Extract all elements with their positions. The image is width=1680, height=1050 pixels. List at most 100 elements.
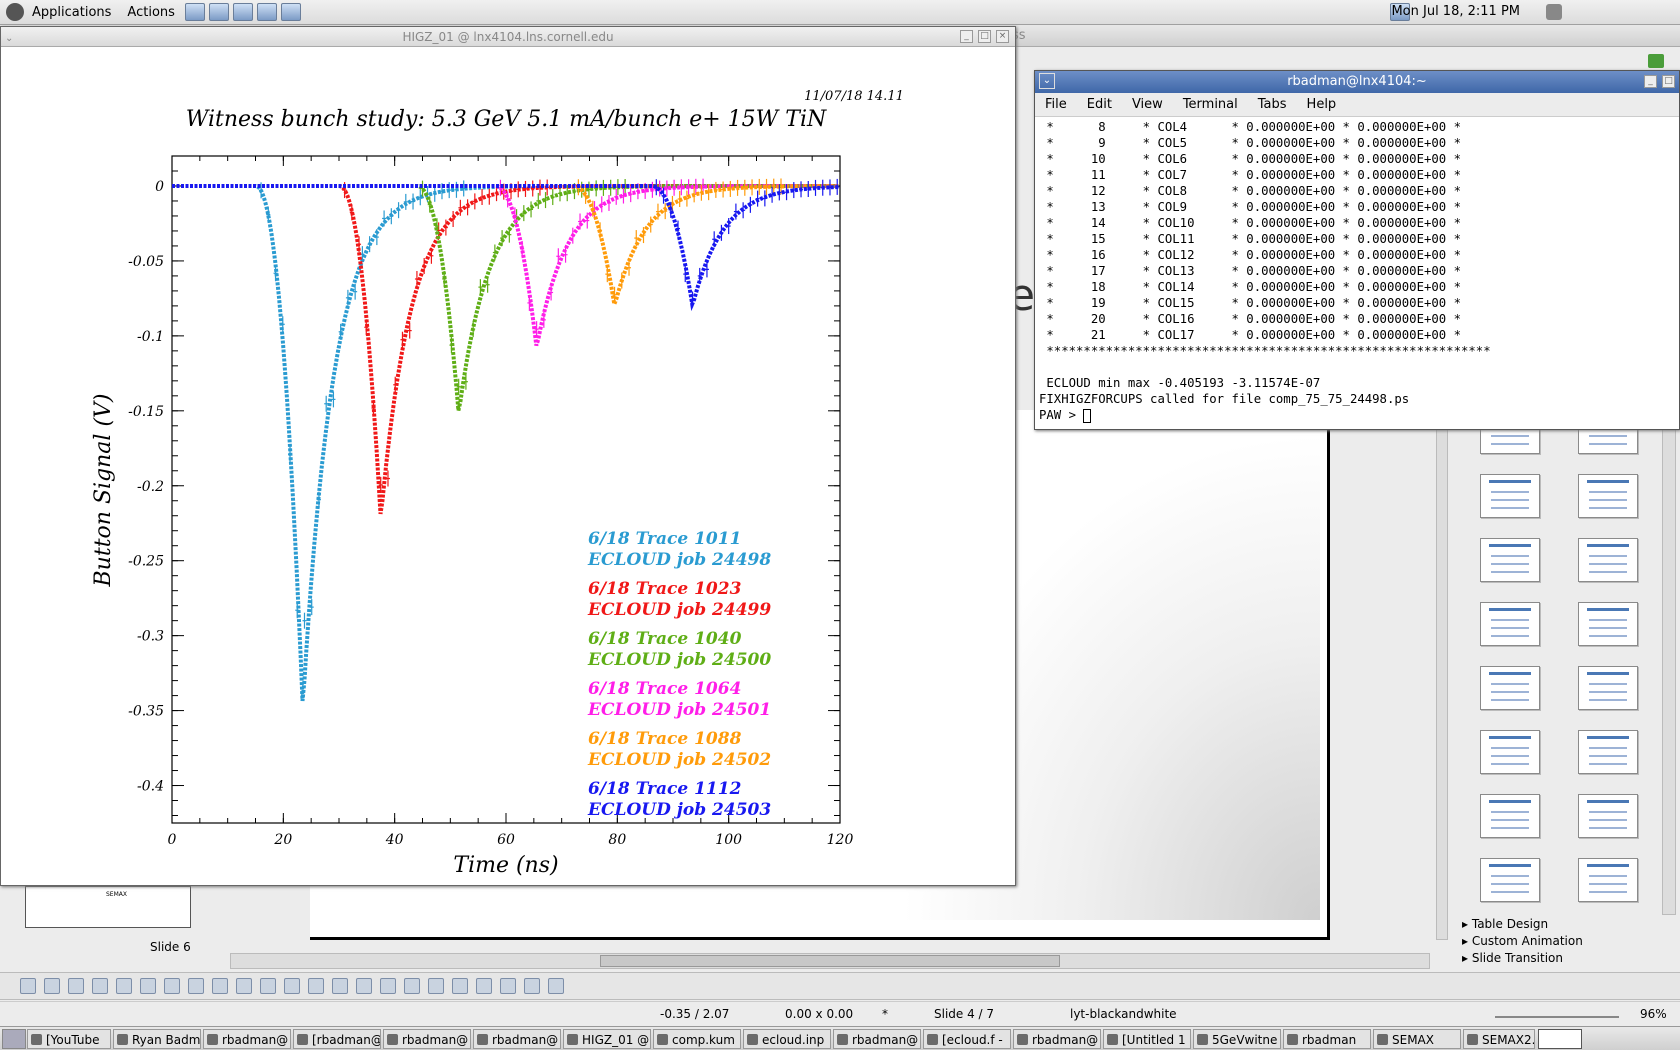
text-tool-icon[interactable] xyxy=(140,978,156,994)
basic-shapes-icon[interactable] xyxy=(212,978,228,994)
mail-launcher-icon[interactable] xyxy=(208,3,229,21)
taskbar-item[interactable]: SEMAX2.o xyxy=(1463,1028,1535,1049)
menu-tabs[interactable]: Tabs xyxy=(1257,97,1287,112)
connector-tool-icon[interactable] xyxy=(188,978,204,994)
points-icon[interactable] xyxy=(356,978,372,994)
status-zoom[interactable]: 96% xyxy=(1640,1007,1667,1021)
curve-tool-icon[interactable] xyxy=(164,978,180,994)
layout-thumbnail[interactable] xyxy=(1578,474,1638,518)
taskbar-item[interactable]: Ryan Badm xyxy=(113,1028,201,1049)
horizontal-scrollbar-thumb[interactable] xyxy=(600,955,1060,967)
higz-titlebar[interactable]: ⌄ HIGZ_01 @ lnx4104.lns.cornell.edu _ □ … xyxy=(1,27,1015,47)
show-desktop-icon[interactable] xyxy=(2,1028,26,1049)
menu-terminal[interactable]: Terminal xyxy=(1182,97,1238,112)
layout-thumbnail[interactable] xyxy=(1480,474,1540,518)
maximize-icon[interactable]: □ xyxy=(1662,75,1675,88)
ellipse-tool-icon[interactable] xyxy=(116,978,132,994)
taskbar-item[interactable]: rbadman xyxy=(1283,1028,1371,1049)
align-icon[interactable] xyxy=(500,978,516,994)
layout-thumbnail[interactable] xyxy=(1578,730,1638,774)
fontwork-icon[interactable] xyxy=(404,978,420,994)
layout-thumbnail[interactable] xyxy=(1578,858,1638,902)
taskbar-item[interactable]: 5GeVwitne xyxy=(1193,1028,1281,1049)
window-menu-icon[interactable]: ⌄ xyxy=(1039,73,1055,89)
zoom-slider[interactable] xyxy=(1495,1008,1619,1018)
editor-launcher-icon[interactable] xyxy=(232,3,253,21)
close-icon[interactable]: × xyxy=(996,30,1009,43)
layout-thumbnail[interactable] xyxy=(1480,858,1540,902)
gallery-icon[interactable] xyxy=(452,978,468,994)
applications-menu[interactable]: Applications xyxy=(32,4,112,20)
stars-icon[interactable] xyxy=(332,978,348,994)
minimize-icon[interactable]: _ xyxy=(1644,75,1657,88)
download-icon[interactable] xyxy=(1648,54,1664,68)
terminal-window[interactable]: ⌄ rbadman@lnx4104:~ _ □ File Edit View T… xyxy=(1034,70,1680,430)
taskbar-item[interactable]: [Untitled 1 xyxy=(1103,1028,1191,1049)
menu-edit[interactable]: Edit xyxy=(1086,97,1112,112)
taskbar-item[interactable]: rbadman@ xyxy=(203,1028,291,1049)
window-menu-icon[interactable]: ⌄ xyxy=(5,33,14,44)
taskbar-item[interactable]: HIGZ_01 @ xyxy=(563,1028,651,1049)
menu-file[interactable]: File xyxy=(1045,97,1067,112)
taskbar-item[interactable]: SEMAX xyxy=(1373,1028,1461,1049)
terminal-titlebar[interactable]: ⌄ rbadman@lnx4104:~ _ □ xyxy=(1035,71,1679,93)
flowchart-icon[interactable] xyxy=(284,978,300,994)
taskbar-item[interactable]: [YouTube xyxy=(27,1028,111,1049)
layout-thumbnail[interactable] xyxy=(1578,602,1638,646)
taskbar-item[interactable]: rbadman@ xyxy=(383,1028,471,1049)
clock[interactable]: Mon Jul 18, 2:11 PM xyxy=(1391,4,1520,19)
taskbar-item[interactable]: [ecloud.f - xyxy=(923,1028,1011,1049)
extrusion-icon[interactable] xyxy=(548,978,564,994)
volume-icon[interactable] xyxy=(1546,4,1562,20)
taskbar-item[interactable]: ecloud.inp xyxy=(743,1028,831,1049)
higz-window[interactable]: ⌄ HIGZ_01 @ lnx4104.lns.cornell.edu _ □ … xyxy=(0,26,1016,886)
from-file-icon[interactable] xyxy=(428,978,444,994)
terminal-output[interactable]: * 8 * COL4 * 0.000000E+00 * 0.000000E+00… xyxy=(1039,119,1677,427)
office-launcher-icon[interactable] xyxy=(256,3,277,21)
select-arrow-icon[interactable] xyxy=(20,978,36,994)
task-pane-custom-animation[interactable]: ▸ Custom Animation xyxy=(1462,934,1583,948)
status-slide: Slide 4 / 7 xyxy=(934,1007,995,1021)
gnome-foot-icon[interactable] xyxy=(6,3,24,21)
y-tick-label: -0.05 xyxy=(128,254,164,270)
callouts-icon[interactable] xyxy=(308,978,324,994)
menu-help[interactable]: Help xyxy=(1306,97,1337,112)
workspace-switcher[interactable] xyxy=(1538,1028,1582,1049)
rectangle-tool-icon[interactable] xyxy=(92,978,108,994)
layout-thumbnail[interactable] xyxy=(1480,794,1540,838)
browser-launcher-icon[interactable] xyxy=(184,3,205,21)
actions-menu[interactable]: Actions xyxy=(127,4,175,20)
glue-points-icon[interactable] xyxy=(380,978,396,994)
rotate-icon[interactable] xyxy=(476,978,492,994)
terminal-line: * 20 * COL16 * 0.000000E+00 * 0.000000E+… xyxy=(1039,312,1461,326)
taskbar-item[interactable]: rbadman@ xyxy=(1013,1028,1101,1049)
layout-thumbnail[interactable] xyxy=(1480,730,1540,774)
layout-thumbnail[interactable] xyxy=(1480,666,1540,710)
arrange-icon[interactable] xyxy=(524,978,540,994)
symbol-shapes-icon[interactable] xyxy=(236,978,252,994)
layout-thumbnail[interactable] xyxy=(1578,666,1638,710)
terminal-line: * 16 * COL12 * 0.000000E+00 * 0.000000E+… xyxy=(1039,248,1461,262)
layout-thumbnail[interactable] xyxy=(1480,602,1540,646)
printer-icon[interactable] xyxy=(1390,3,1410,21)
task-pane-slide-transition[interactable]: ▸ Slide Transition xyxy=(1462,951,1563,965)
terminal-launcher-icon[interactable] xyxy=(280,3,301,21)
block-arrows-icon[interactable] xyxy=(260,978,276,994)
layout-thumbnail[interactable] xyxy=(1578,538,1638,582)
task-pane-table-design[interactable]: ▸ Table Design xyxy=(1462,917,1549,931)
taskbar-item[interactable]: rbadman@ xyxy=(473,1028,561,1049)
slide-thumbnail[interactable]: SEMAX xyxy=(25,886,191,928)
line-tool-icon[interactable] xyxy=(44,978,60,994)
taskbar-item[interactable]: comp.kum xyxy=(653,1028,741,1049)
vertical-scrollbar[interactable] xyxy=(1436,410,1448,940)
menu-view[interactable]: View xyxy=(1131,97,1163,112)
taskbar-item[interactable]: rbadman@ xyxy=(833,1028,921,1049)
series-line xyxy=(172,184,839,411)
taskbar-item[interactable]: [rbadman@ xyxy=(293,1028,381,1049)
minimize-icon[interactable]: _ xyxy=(960,30,973,43)
layouts-scrollbar[interactable] xyxy=(1662,420,1676,915)
maximize-icon[interactable]: □ xyxy=(978,30,991,43)
arrow-line-tool-icon[interactable] xyxy=(68,978,84,994)
layout-thumbnail[interactable] xyxy=(1480,538,1540,582)
layout-thumbnail[interactable] xyxy=(1578,794,1638,838)
